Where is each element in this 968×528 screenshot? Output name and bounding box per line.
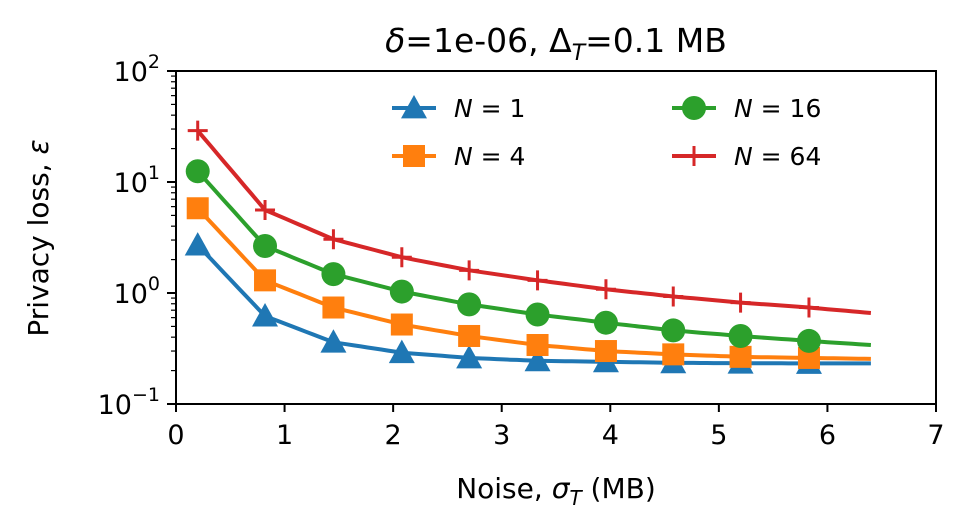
- data-point: [390, 313, 413, 336]
- legend-item-2: N = 4: [392, 142, 525, 171]
- data-point: [662, 343, 685, 366]
- legend-marker: [682, 96, 706, 120]
- data-point: [526, 334, 549, 357]
- data-point: [524, 347, 551, 372]
- data-point: [661, 318, 686, 343]
- plot-frame: [175, 70, 937, 405]
- legend: N = 1 N = 4 N = 16 N = 64: [392, 94, 821, 171]
- data-point: [594, 340, 617, 363]
- data-point: [458, 324, 481, 347]
- chart-title: δ=1e-06, ΔT=0.1 MB: [385, 21, 727, 66]
- x-tick-label: 5: [710, 420, 727, 451]
- data-point: [728, 323, 753, 348]
- data-point: [389, 279, 414, 304]
- legend-label: N = 1: [454, 94, 525, 123]
- x-tick-label: 1: [276, 420, 293, 451]
- x-tick-label: 2: [385, 420, 402, 451]
- legend-marker: [401, 95, 427, 119]
- data-point: [185, 159, 210, 184]
- data-point: [388, 339, 415, 364]
- data-point: [729, 345, 752, 368]
- data-point: [254, 269, 277, 292]
- data-point: [593, 310, 618, 335]
- x-tick-label: 7: [927, 420, 944, 451]
- legend-item-3: N = 16: [672, 94, 821, 123]
- legend-marker: [684, 146, 704, 166]
- data-point: [595, 279, 616, 300]
- data-point: [796, 328, 821, 353]
- data-point: [459, 260, 480, 281]
- series-2: [186, 197, 871, 369]
- legend-marker: [403, 145, 425, 167]
- data-point: [252, 303, 279, 327]
- data-point: [798, 297, 819, 318]
- y-tick-label: 101: [114, 162, 160, 199]
- y-tick-label: 100: [114, 273, 160, 310]
- x-axis-title: Noise, σT (MB): [456, 472, 656, 510]
- legend-label: N = 64: [734, 142, 821, 171]
- x-tick-label: 0: [167, 420, 184, 451]
- legend-label: N = 16: [734, 94, 821, 123]
- data-point: [321, 262, 346, 287]
- data-point: [797, 346, 820, 369]
- data-point: [186, 197, 209, 220]
- data-point: [253, 234, 278, 259]
- data-point: [391, 247, 412, 268]
- data-point: [255, 199, 276, 220]
- legend-label: N = 4: [454, 142, 525, 171]
- x-tick-label: 4: [602, 420, 619, 451]
- y-axis-title: Privacy loss, ε: [22, 139, 55, 336]
- data-point: [663, 286, 684, 307]
- legend-item-4: N = 64: [672, 142, 821, 171]
- data-point: [320, 329, 347, 353]
- data-point: [525, 302, 550, 327]
- data-point: [187, 120, 208, 141]
- data-point: [457, 292, 482, 317]
- x-tick-label: 3: [493, 420, 510, 451]
- series-3: [185, 159, 872, 353]
- y-tick-label: 10−1: [98, 384, 160, 421]
- data-point: [730, 292, 751, 313]
- y-tick-label: 102: [114, 51, 160, 88]
- data-point: [527, 270, 548, 291]
- data-point: [184, 232, 211, 256]
- data-point: [323, 229, 344, 250]
- legend-item-1: N = 1: [392, 94, 525, 123]
- series-4: [187, 120, 872, 318]
- data-point: [322, 296, 345, 319]
- x-tick-label: 6: [819, 420, 836, 451]
- data-point: [456, 344, 483, 369]
